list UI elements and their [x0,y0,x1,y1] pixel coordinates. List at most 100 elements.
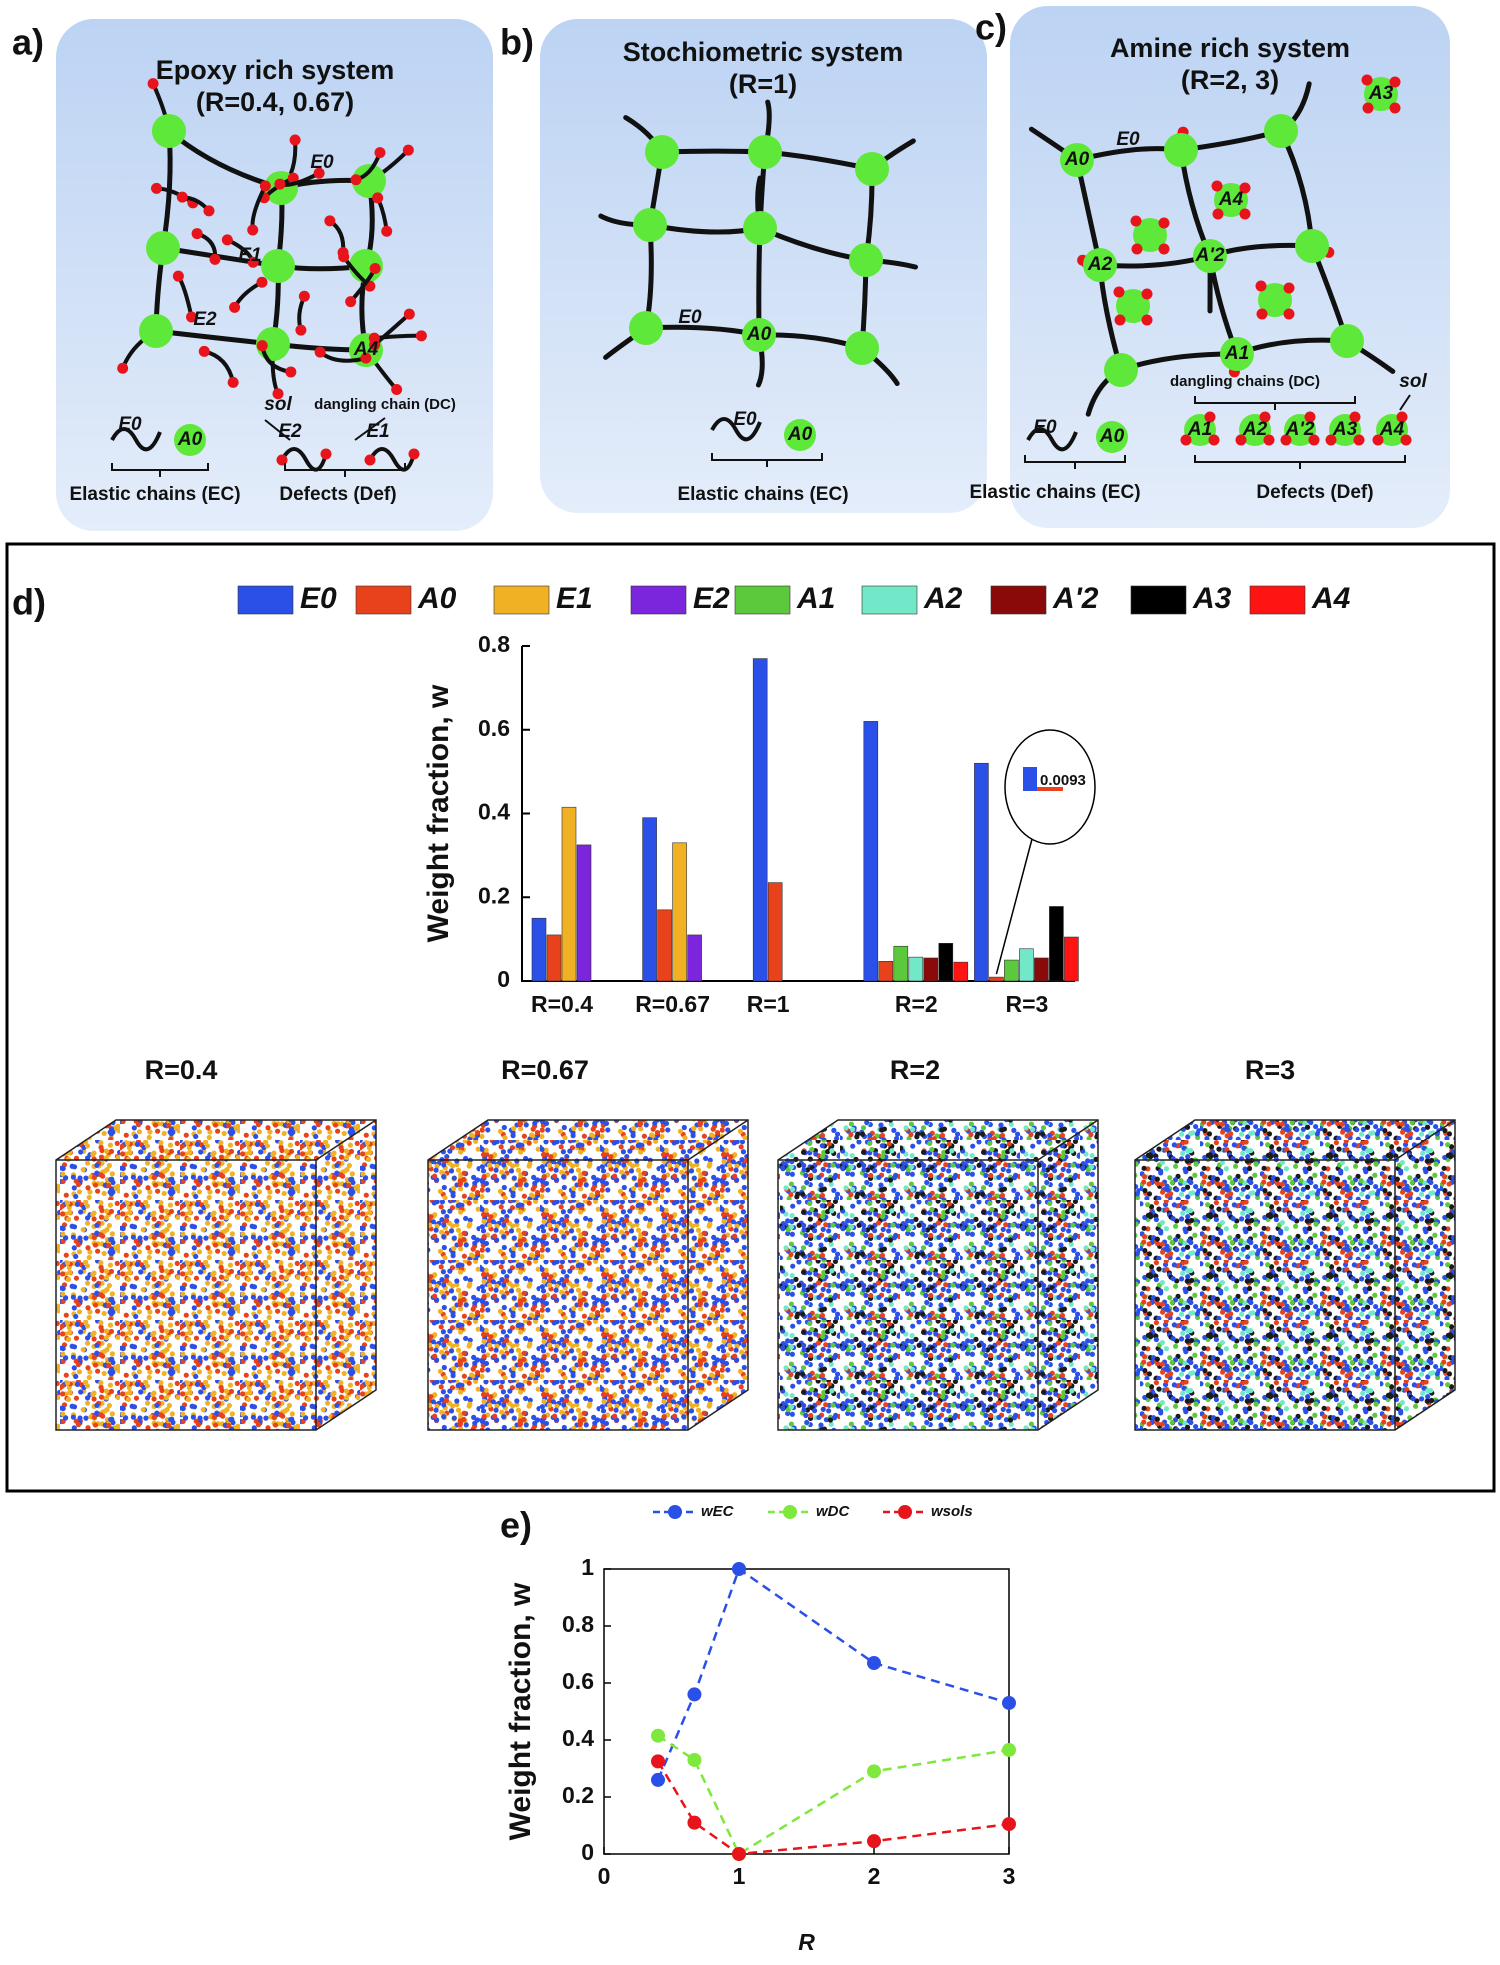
arrow [354,417,386,441]
chain [110,427,162,452]
x-tick-label: R=0.67 [635,991,710,1017]
y-tick-label: 0.2 [562,1782,594,1808]
legend-label: A0 [787,424,813,445]
end-group [403,308,415,320]
bar [687,934,702,982]
legend-label: E2 [693,582,730,615]
y-tick-label: 0.4 [562,1725,594,1751]
rendering [1134,1119,1456,1431]
bracket [111,463,209,477]
legend-label: A0 [417,582,457,615]
end-group [259,180,271,192]
legend-label: E1 [556,582,593,615]
rendering [427,1119,749,1431]
crosslink [1164,133,1198,167]
x-tick-label: R=3 [1005,991,1048,1017]
rendering-label: R=0.67 [501,1055,589,1085]
end-group [227,376,239,388]
cube-edge [1135,1119,1456,1430]
legend-label: A1 [796,582,835,615]
bar [1064,936,1079,982]
annotation: A4 [1218,189,1244,210]
rendering-label: R=2 [890,1055,940,1085]
bar [974,762,989,982]
legend-label: A2 [1242,419,1268,440]
bar [752,658,768,982]
crosslink [629,311,663,345]
end-group [313,167,325,179]
y-tick-label: 1 [581,1554,594,1580]
crosslink [152,114,186,148]
crosslink [1330,324,1364,358]
end-group [272,388,284,400]
end-group [1396,411,1408,423]
end-group [1255,280,1267,292]
crosslink [784,419,816,451]
legend-label: A4 [1311,582,1351,615]
point [867,1834,881,1849]
end-group [1235,434,1247,446]
point [1002,1695,1016,1710]
annotation: A4 [353,339,379,360]
end-group [1389,76,1401,88]
bar [1019,948,1034,982]
x-tick-label: 1 [733,1863,746,1889]
bar [531,917,547,982]
chain [1026,427,1078,452]
end-group [381,225,393,237]
end-group [372,192,384,204]
point [867,1764,881,1779]
crosslink [743,211,777,245]
crosslink [1214,183,1248,217]
panel-title: Epoxy rich system [156,55,395,85]
caption: Elastic chains (EC) [69,484,240,505]
end-group [172,270,184,282]
end-group [256,276,268,288]
y-tick-label: 0.8 [562,1611,594,1637]
annotation: E0 [310,152,334,173]
legend-label: E0 [733,409,757,430]
legend-swatch [630,585,687,615]
point [651,1772,665,1787]
y-tick-label: 0.6 [478,715,510,741]
crosslink [645,135,679,169]
end-group [1130,215,1142,227]
annotation: A0 [746,324,772,345]
end-group [324,215,336,227]
bracket [1194,455,1406,469]
point [651,1728,665,1743]
end-group [247,256,259,268]
annotation: E0 [1116,129,1140,150]
end-group [337,247,349,259]
arrow [264,419,291,441]
end-group [369,263,381,275]
end-group [198,345,210,357]
annotation: dangling chains (DC) [1170,373,1320,390]
bar [893,945,909,982]
end-group [408,448,420,460]
end-group [391,383,403,395]
line [657,1734,1010,1856]
legend-label: E1 [366,421,389,442]
legend-label: A3 [1332,419,1358,440]
legend-swatch [355,585,412,615]
end-group [203,205,215,217]
line [656,1567,1010,1781]
crosslink [742,318,776,352]
rendering-label: R=3 [1245,1055,1295,1085]
rendering-label: R=0.4 [145,1055,218,1085]
panel-bg [1010,6,1450,528]
point [687,1687,702,1702]
legend-marker [668,1505,682,1519]
crosslink [1104,353,1138,387]
legend-label: wsols [931,1503,973,1520]
end-group [1131,243,1143,255]
crosslink [1264,114,1298,148]
legend-label: E2 [278,421,302,442]
bar [1049,906,1064,982]
crosslink [1096,421,1128,453]
x-tick-label: 3 [1003,1863,1016,1889]
crosslink [633,208,667,242]
end-group [345,296,357,308]
